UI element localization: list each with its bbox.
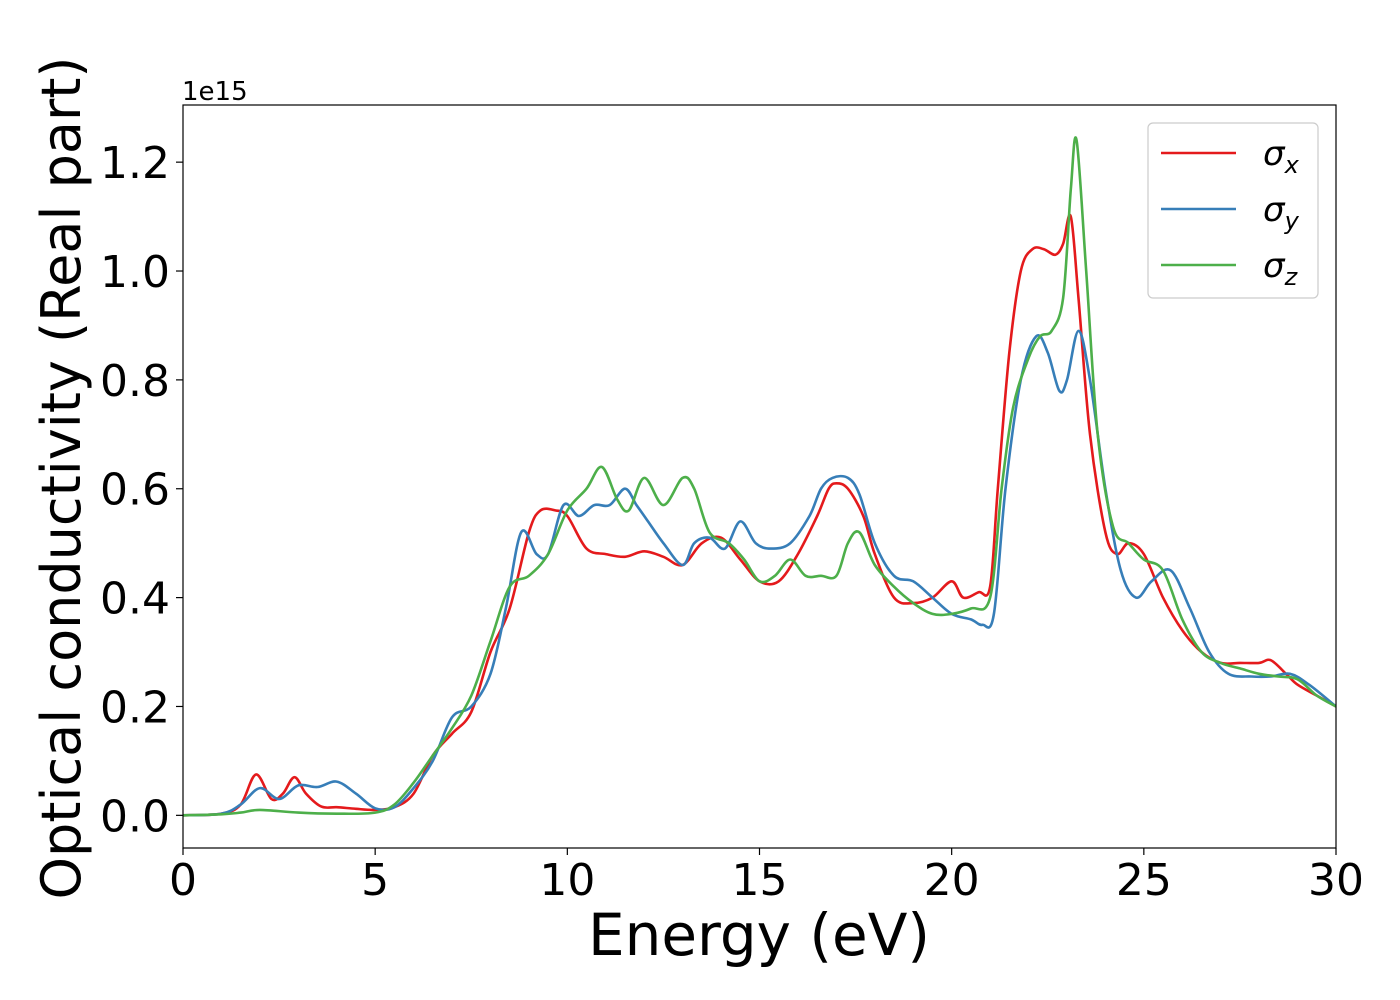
y-tick-label: 1.0 (100, 247, 170, 298)
x-tick-label: 30 (1308, 855, 1364, 906)
x-tick-label: 5 (361, 855, 389, 906)
y-tick-label: 1.2 (100, 138, 170, 189)
x-tick-label: 25 (1116, 855, 1172, 906)
legend-label-y: σy (1263, 190, 1300, 235)
legend-label-z: σz (1263, 246, 1299, 291)
x-tick-label: 20 (924, 855, 980, 906)
series-line-z (183, 136, 1336, 817)
legend: σx σy σz (1147, 122, 1319, 299)
x-tick-label: 15 (732, 855, 788, 906)
x-tick-label: 0 (169, 855, 197, 906)
y-tick-label: 0.6 (100, 465, 170, 516)
series-layer (183, 136, 1336, 817)
y-offset-label: 1e15 (182, 77, 248, 107)
x-axis: 0 5 10 15 20 25 30 (169, 848, 1364, 906)
y-axis-label: Optical conductivity (Real part) (30, 57, 93, 900)
y-tick-label: 0.4 (100, 574, 170, 625)
y-tick-label: 0.2 (100, 682, 170, 733)
y-tick-label: 0.8 (100, 356, 170, 407)
legend-box (1147, 122, 1319, 299)
y-axis: 0.0 0.2 0.4 0.6 0.8 1.0 1.2 (100, 138, 183, 842)
y-tick-label: 0.0 (100, 791, 170, 842)
x-tick-label: 10 (539, 855, 595, 906)
legend-label-x: σx (1263, 134, 1300, 179)
x-axis-label: Energy (eV) (588, 901, 930, 969)
